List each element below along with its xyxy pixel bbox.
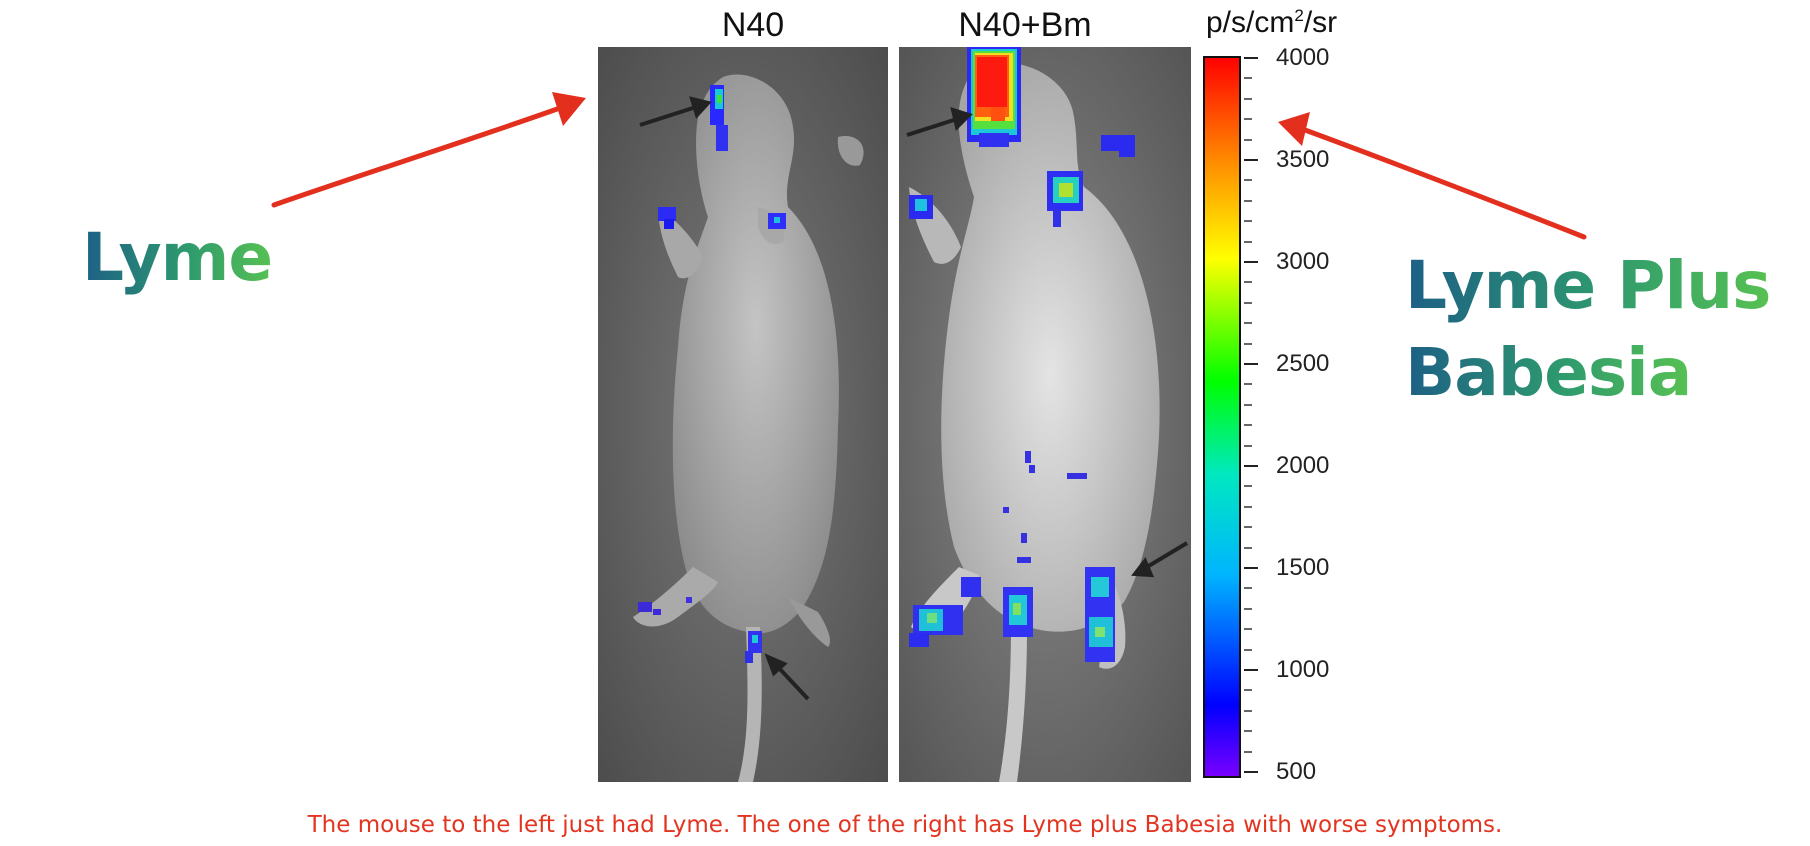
mouse-image-lyme-babesia	[899, 47, 1191, 782]
signal-spot-neck	[1047, 171, 1083, 227]
panel-title-n40-bm: N40+Bm	[958, 6, 1092, 44]
colorbar-unit: p/s/cm2/sr	[1206, 6, 1338, 39]
signal-spot-ear	[1101, 135, 1135, 157]
colorbar-ticks	[1244, 57, 1274, 777]
signal-spot-hindpaw-right	[1085, 567, 1115, 662]
signal-spot-hindpaw	[638, 597, 692, 615]
label-babesia: Babesia	[1405, 330, 1692, 416]
colorbar-tick-label: 4000	[1276, 44, 1330, 71]
label-lyme-plus: Lyme Plus	[1405, 243, 1771, 329]
signal-spot-forelimb-right	[768, 213, 786, 229]
signal-spot-tail	[745, 631, 762, 663]
red-arrow-right	[1278, 112, 1587, 240]
colorbar	[1202, 55, 1242, 779]
colorbar-tick-label: 3500	[1276, 146, 1330, 173]
signal-spot-forelimb	[909, 195, 933, 219]
signal-spot-tail-base	[1003, 587, 1033, 637]
label-lyme: Lyme	[82, 215, 273, 301]
colorbar-tick-label: 2500	[1276, 350, 1330, 377]
signal-spot-head-hot	[967, 47, 1021, 147]
pointer-arrow-hindpaw	[1131, 541, 1189, 578]
pointer-arrow-head	[639, 96, 712, 127]
colorbar-tick-label: 3000	[1276, 248, 1330, 275]
signal-spot-forelimb-left	[658, 207, 676, 229]
pointer-arrow-head	[906, 107, 973, 137]
pointer-arrow-tail	[764, 653, 810, 701]
mouse-image-lyme	[598, 47, 888, 782]
signal-spot-hindpaw-left	[909, 577, 981, 647]
signal-spot-head	[710, 85, 728, 151]
red-arrow-left	[271, 92, 586, 208]
caption: The mouse to the left just had Lyme. The…	[307, 812, 1503, 838]
signal-spot-scattered	[1003, 451, 1087, 563]
colorbar-tick-label: 500	[1276, 758, 1317, 785]
colorbar-tick-label: 1000	[1276, 656, 1330, 683]
panel-title-n40: N40	[721, 6, 785, 44]
colorbar-tick-label: 1500	[1276, 554, 1330, 581]
colorbar-tick-label: 2000	[1276, 452, 1330, 479]
